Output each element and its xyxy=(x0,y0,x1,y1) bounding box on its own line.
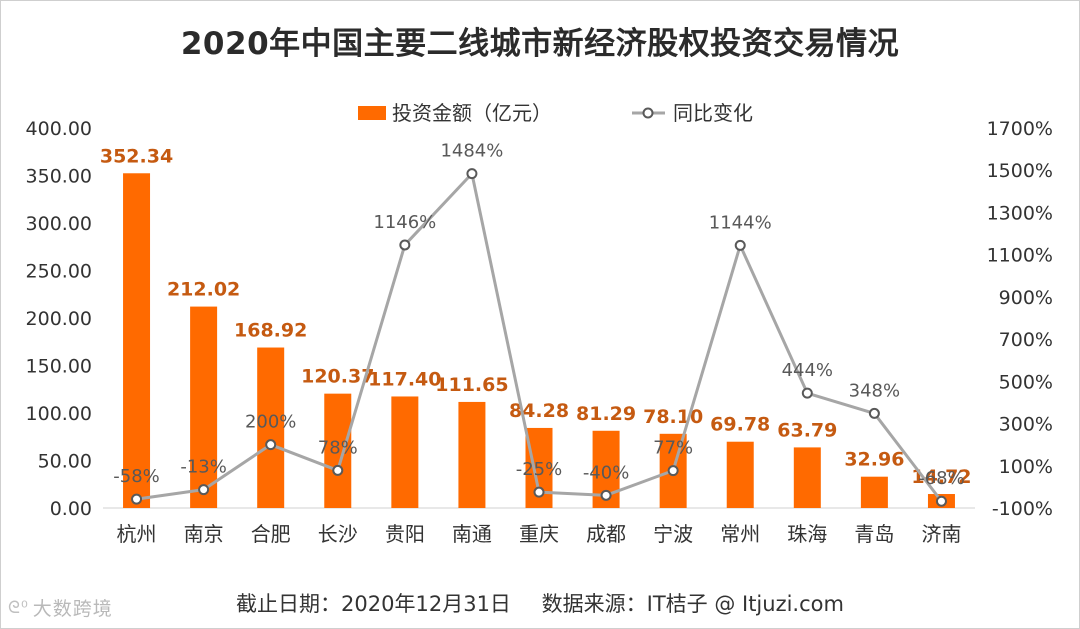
line-value-label: -40% xyxy=(583,462,630,483)
line-value-label: 1484% xyxy=(440,141,503,162)
y-right-tick-label: 1500% xyxy=(987,160,1053,182)
bar-value-label: 84.28 xyxy=(509,400,569,422)
x-tick-label: 重庆 xyxy=(519,522,559,546)
line-value-label: 1146% xyxy=(373,212,436,233)
watermark-logo-icon: ᘓ⁰ xyxy=(8,597,29,618)
line-value-label: 444% xyxy=(782,360,833,381)
y-left-tick-label: 50.00 xyxy=(38,451,92,473)
bar xyxy=(726,441,754,508)
y-left-tick-label: 350.00 xyxy=(26,166,92,188)
legend: 投资金额（亿元） 同比变化 xyxy=(358,101,753,125)
x-tick-label: 常州 xyxy=(720,522,760,546)
bar-value-label: 69.78 xyxy=(710,414,770,436)
bar-value-label: 81.29 xyxy=(576,403,636,425)
x-tick-label: 长沙 xyxy=(318,522,358,546)
y-right-tick-label: 1300% xyxy=(987,202,1053,224)
y-right-tick-label: 900% xyxy=(999,287,1053,309)
bar xyxy=(324,393,352,508)
y-right-tick-label: -100% xyxy=(992,498,1053,520)
bar-value-label: 168.92 xyxy=(234,320,307,342)
y-left-tick-label: 250.00 xyxy=(26,261,92,283)
y-left-tick-label: 400.00 xyxy=(26,118,92,140)
y-right-tick-label: 1100% xyxy=(987,245,1053,267)
bar xyxy=(860,476,888,508)
x-tick-label: 贵阳 xyxy=(385,522,425,546)
x-tick-label: 南通 xyxy=(452,522,492,546)
footer: 截止日期：2020年12月31日 数据来源：IT桔子 @ Itjuzi.com xyxy=(0,588,1080,618)
y-right-tick-label: 300% xyxy=(999,414,1053,436)
bar-value-label: 63.79 xyxy=(777,419,837,441)
bar xyxy=(257,347,285,508)
line-value-label: 348% xyxy=(849,380,900,401)
legend-line-marker xyxy=(642,107,654,119)
bar-value-label: 120.37 xyxy=(301,366,374,388)
bar xyxy=(190,306,218,508)
bar xyxy=(458,401,486,508)
line-point xyxy=(466,168,478,180)
x-tick-label: 合肥 xyxy=(251,522,291,546)
line-point xyxy=(868,407,880,419)
watermark: ᘓ⁰ 大数跨境 xyxy=(8,594,113,621)
x-tick-label: 宁波 xyxy=(653,522,693,546)
line-point xyxy=(935,495,947,507)
line-point xyxy=(399,239,411,251)
line-point xyxy=(801,387,813,399)
chart-title: 2020年中国主要二线城市新经济股权投资交易情况 xyxy=(180,26,900,62)
x-tick-label: 成都 xyxy=(586,522,626,546)
footer-source: 数据来源：IT桔子 @ Itjuzi.com xyxy=(541,592,844,616)
y-right-tick-label: 100% xyxy=(999,456,1053,478)
x-tick-label: 珠海 xyxy=(787,522,827,546)
bar-value-label: 32.96 xyxy=(844,449,904,471)
line-point xyxy=(265,439,277,451)
line-point xyxy=(131,493,143,505)
y-right-tick-label: 1700% xyxy=(987,118,1053,140)
y-left-tick-label: 100.00 xyxy=(26,403,92,425)
footer-date: 截止日期：2020年12月31日 xyxy=(236,592,511,616)
bar-value-label: 352.34 xyxy=(100,145,173,167)
line-point xyxy=(533,486,545,498)
y-right-tick-label: 700% xyxy=(999,329,1053,351)
legend-line-label: 同比变化 xyxy=(673,101,753,125)
line-value-label: -13% xyxy=(180,457,227,478)
x-tick-label: 南京 xyxy=(184,522,224,546)
line-point xyxy=(734,239,746,251)
bar-value-label: 117.40 xyxy=(368,368,441,390)
line-point xyxy=(332,464,344,476)
x-tick-label: 济南 xyxy=(921,522,961,546)
y-left-tick-label: 300.00 xyxy=(26,213,92,235)
line-value-label: 78% xyxy=(318,437,358,458)
line-value-label: 77% xyxy=(653,438,693,459)
x-tick-label: 青岛 xyxy=(854,522,894,546)
line-point xyxy=(198,484,210,496)
line-value-label: -25% xyxy=(516,459,563,480)
line-point xyxy=(600,489,612,501)
line-value-label: -68% xyxy=(918,468,965,489)
bar-value-label: 111.65 xyxy=(435,374,508,396)
y-right-tick-label: 500% xyxy=(999,371,1053,393)
bar xyxy=(793,447,821,508)
watermark-text: 大数跨境 xyxy=(32,598,113,620)
y-left-tick-label: 0.00 xyxy=(50,498,92,520)
line-value-label: -58% xyxy=(113,466,160,487)
legend-bar-label: 投资金额（亿元） xyxy=(392,101,552,125)
line-point xyxy=(667,465,679,477)
bar xyxy=(391,396,419,508)
legend-bar-swatch xyxy=(358,106,386,120)
bar xyxy=(123,173,151,509)
bar-value-label: 212.02 xyxy=(167,279,240,301)
x-tick-label: 杭州 xyxy=(117,522,157,546)
y-left-tick-label: 150.00 xyxy=(26,356,92,378)
line-value-label: 1144% xyxy=(709,212,772,233)
bar-value-label: 78.10 xyxy=(643,406,703,428)
line-value-label: 200% xyxy=(245,412,296,433)
y-left-tick-label: 200.00 xyxy=(26,308,92,330)
